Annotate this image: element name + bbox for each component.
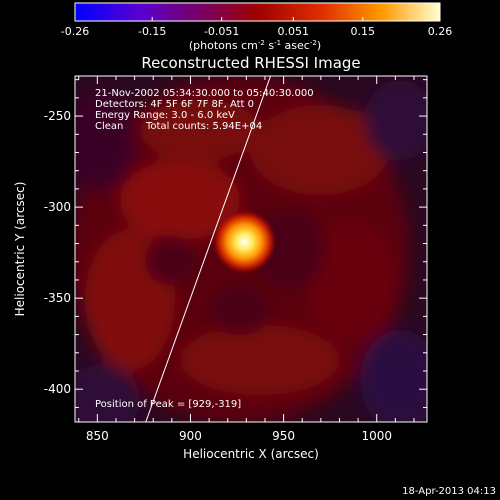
plot-frame	[74, 75, 428, 423]
annotation-time-range: 21-Nov-2002 05:34:30.000 to 05:40:30.000	[95, 88, 314, 99]
y-tick-label: -350	[44, 291, 71, 305]
y-tick-label: -250	[44, 109, 71, 123]
colorbar	[74, 2, 441, 22]
annotation-peak-position: Position of Peak = [929,-319]	[95, 399, 241, 410]
annotation-energy: Energy Range: 3.0 - 6.0 keV	[95, 110, 235, 121]
y-tick-label: -400	[44, 382, 71, 396]
x-axis-ticks: 850 900 950 1000	[78, 76, 415, 443]
chart-title: Reconstructed RHESSI Image	[141, 54, 360, 72]
x-tick-label: 1000	[361, 429, 392, 443]
colorbar-tick-label: -0.15	[138, 25, 166, 38]
heatmap-image	[75, 76, 427, 422]
x-tick-label: 900	[179, 429, 202, 443]
colorbar-unit-label: (photons cm-2 s-1 asec-2)	[189, 39, 321, 52]
y-axis-label: Heliocentric Y (arcsec)	[13, 182, 27, 317]
annotation-counts: Total counts: 5.94E+04	[145, 121, 262, 132]
colorbar-tick-label: 0.15	[351, 25, 376, 38]
solar-limb-line	[145, 76, 272, 422]
x-tick-label: 950	[272, 429, 295, 443]
colorbar-tick-label: -0.26	[61, 25, 89, 38]
y-tick-label: -300	[44, 200, 71, 214]
annotation-method: Clean	[95, 121, 123, 132]
colorbar-tick-label: 0.051	[278, 25, 310, 38]
footer-date: 18-Apr-2013 04:13	[402, 486, 496, 497]
x-axis-label: Heliocentric X (arcsec)	[183, 447, 319, 461]
colorbar-tick-label: -0.051	[204, 25, 239, 38]
x-tick-label: 850	[86, 429, 109, 443]
annotation-detectors: Detectors: 4F 5F 6F 7F 8F, Att 0	[95, 99, 254, 110]
flare-peak	[212, 209, 277, 274]
y-axis-ticks: -250 -300 -350 -400	[44, 79, 427, 408]
colorbar-tick-label: 0.26	[428, 25, 453, 38]
colorbar-ticks: -0.26 -0.15 -0.051 0.051 0.15 0.26	[61, 17, 452, 38]
